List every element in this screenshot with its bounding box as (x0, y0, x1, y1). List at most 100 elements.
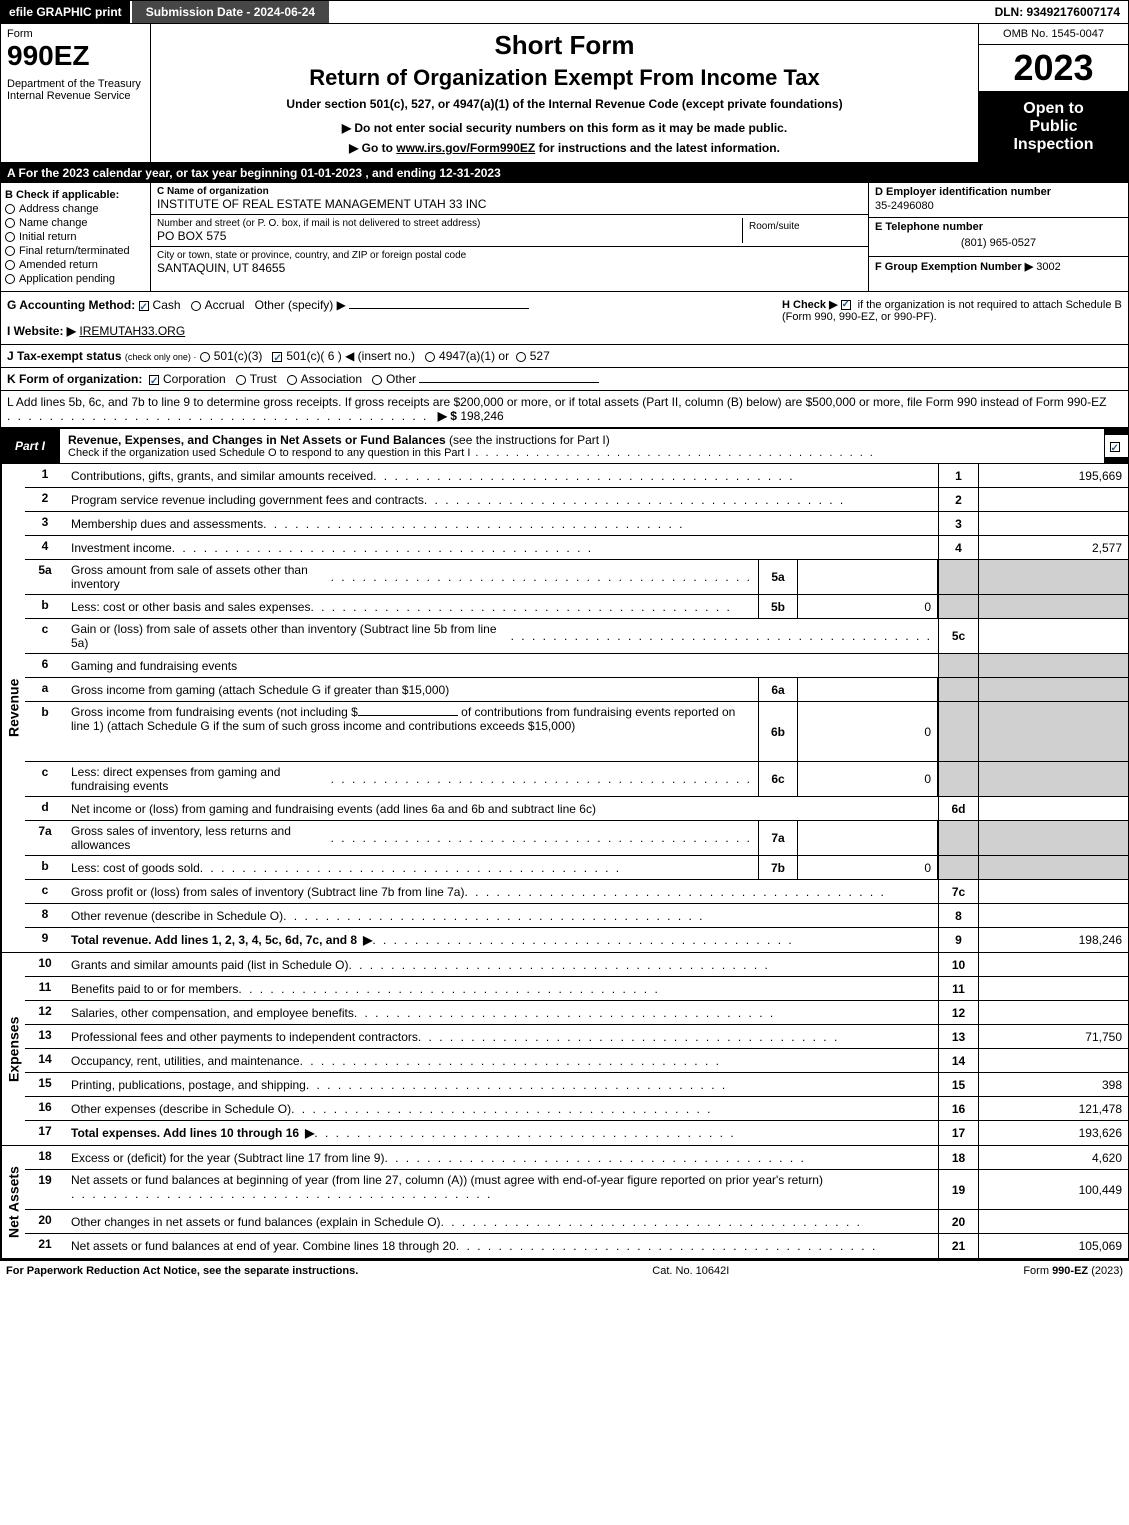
group-exemption-label: F Group Exemption Number ▶ (875, 261, 1033, 273)
ein-value: 35-2496080 (875, 198, 1122, 214)
open-line3: Inspection (983, 136, 1124, 154)
efile-label[interactable]: efile GRAPHIC print (1, 1, 130, 23)
form-label: Form (7, 28, 144, 40)
line-6d: dNet income or (loss) from gaming and fu… (25, 797, 1128, 821)
org-name-value: INSTITUTE OF REAL ESTATE MANAGEMENT UTAH… (157, 197, 862, 211)
part-i-header: Part I Revenue, Expenses, and Changes in… (0, 428, 1129, 464)
chk-4947[interactable] (425, 352, 435, 362)
top-bar: efile GRAPHIC print Submission Date - 20… (0, 0, 1129, 24)
submission-date: Submission Date - 2024-06-24 (132, 1, 329, 23)
line-21: 21Net assets or fund balances at end of … (25, 1234, 1128, 1258)
line-14: 14Occupancy, rent, utilities, and mainte… (25, 1049, 1128, 1073)
row-j: J Tax-exempt status (check only one) · 5… (0, 345, 1129, 368)
chk-527[interactable] (516, 352, 526, 362)
chk-trust[interactable] (236, 375, 246, 385)
chk-address-change[interactable]: Address change (5, 203, 146, 215)
street-value: PO BOX 575 (157, 229, 742, 243)
form-id-block: Form 990EZ Department of the Treasury In… (1, 24, 151, 162)
line-6b: bGross income from fundraising events (n… (25, 702, 1128, 762)
line-7c: cGross profit or (loss) from sales of in… (25, 880, 1128, 904)
goto-prefix: ▶ Go to (349, 141, 396, 155)
line-15: 15Printing, publications, postage, and s… (25, 1073, 1128, 1097)
chk-application-pending[interactable]: Application pending (5, 273, 146, 285)
line-2: 2Program service revenue including gover… (25, 488, 1128, 512)
line-6a: aGross income from gaming (attach Schedu… (25, 678, 1128, 702)
form-number: 990EZ (7, 40, 144, 72)
footer-form-ref: Form 990-EZ (2023) (1023, 1265, 1123, 1277)
irs-link[interactable]: www.irs.gov/Form990EZ (396, 141, 535, 155)
chk-other-org[interactable] (372, 375, 382, 385)
right-header: OMB No. 1545-0047 2023 Open to Public In… (978, 24, 1128, 162)
phone-value: (801) 965-0527 (875, 233, 1122, 253)
part-i-checkbox[interactable] (1104, 435, 1128, 457)
expenses-side-label: Expenses (1, 953, 25, 1145)
col-b-header: B Check if applicable: (5, 189, 146, 201)
part-i-title: Revenue, Expenses, and Changes in Net As… (59, 429, 1104, 463)
page-footer: For Paperwork Reduction Act Notice, see … (0, 1260, 1129, 1281)
city-value: SANTAQUIN, UT 84655 (157, 261, 862, 275)
open-line2: Public (983, 118, 1124, 136)
line-6c: cLess: direct expenses from gaming and f… (25, 762, 1128, 797)
info-grid: B Check if applicable: Address change Na… (0, 183, 1129, 292)
row-a-tax-year: A For the 2023 calendar year, or tax yea… (0, 163, 1129, 183)
revenue-section: Revenue 1Contributions, gifts, grants, a… (0, 464, 1129, 953)
part-i-check-line: Check if the organization used Schedule … (68, 447, 1096, 459)
section-subtitle: Under section 501(c), 527, or 4947(a)(1)… (161, 97, 968, 111)
row-k: K Form of organization: Corporation Trus… (0, 368, 1129, 391)
line-1: 1Contributions, gifts, grants, and simil… (25, 464, 1128, 488)
row-l-value: 198,246 (460, 409, 503, 423)
row-h-label: H Check ▶ (782, 299, 838, 311)
chk-schedule-b[interactable] (841, 300, 851, 310)
group-exemption-cell: F Group Exemption Number ▶ 3002 (869, 257, 1128, 276)
chk-name-change[interactable]: Name change (5, 217, 146, 229)
line-5b: bLess: cost or other basis and sales exp… (25, 595, 1128, 619)
line-12: 12Salaries, other compensation, and empl… (25, 1001, 1128, 1025)
chk-corporation[interactable] (149, 375, 159, 385)
phone-label: E Telephone number (875, 221, 1122, 233)
chk-final-return[interactable]: Final return/terminated (5, 245, 146, 257)
net-assets-section: Net Assets 18Excess or (deficit) for the… (0, 1146, 1129, 1260)
line-9: 9Total revenue. Add lines 1, 2, 3, 4, 5c… (25, 928, 1128, 952)
line-10: 10Grants and similar amounts paid (list … (25, 953, 1128, 977)
revenue-side-label: Revenue (1, 464, 25, 952)
footer-cat-no: Cat. No. 10642I (358, 1265, 1023, 1277)
website-link[interactable]: IREMUTAH33.ORG (79, 324, 185, 338)
group-exemption-value: 3002 (1036, 261, 1060, 273)
line-16: 16Other expenses (describe in Schedule O… (25, 1097, 1128, 1121)
department-label: Department of the Treasury Internal Reve… (7, 78, 144, 102)
street-cell: Number and street (or P. O. box, if mail… (151, 215, 868, 247)
col-de: D Employer identification number 35-2496… (868, 183, 1128, 291)
street-label: Number and street (or P. O. box, if mail… (157, 218, 742, 229)
chk-501c[interactable] (272, 352, 282, 362)
chk-accrual[interactable] (191, 301, 201, 311)
line-11: 11Benefits paid to or for members11 (25, 977, 1128, 1001)
goto-suffix: for instructions and the latest informat… (535, 141, 780, 155)
chk-amended-return[interactable]: Amended return (5, 259, 146, 271)
open-to-public: Open to Public Inspection (979, 92, 1128, 162)
line-17: 17Total expenses. Add lines 10 through 1… (25, 1121, 1128, 1145)
chk-501c3[interactable] (200, 352, 210, 362)
row-i-label: I Website: ▶ (7, 324, 76, 338)
col-c-org-info: C Name of organization INSTITUTE OF REAL… (151, 183, 868, 291)
line-7a: 7aGross sales of inventory, less returns… (25, 821, 1128, 856)
form-header: Form 990EZ Department of the Treasury In… (0, 24, 1129, 163)
accounting-method: G Accounting Method: Cash Accrual Other … (7, 298, 782, 338)
chk-initial-return[interactable]: Initial return (5, 231, 146, 243)
dln-value: DLN: 93492176007174 (987, 1, 1128, 23)
omb-number: OMB No. 1545-0047 (979, 24, 1128, 45)
row-g-label: G Accounting Method: (7, 298, 135, 312)
part-i-tab: Part I (1, 435, 59, 457)
goto-note: ▶ Go to www.irs.gov/Form990EZ for instru… (161, 141, 968, 155)
city-cell: City or town, state or province, country… (151, 247, 868, 278)
chk-association[interactable] (287, 375, 297, 385)
line-5a: 5aGross amount from sale of assets other… (25, 560, 1128, 595)
row-g-h: G Accounting Method: Cash Accrual Other … (0, 292, 1129, 345)
row-l-arrow: ▶ $ (438, 409, 457, 423)
line-5c: cGain or (loss) from sale of assets othe… (25, 619, 1128, 654)
ssn-note: ▶ Do not enter social security numbers o… (161, 121, 968, 135)
col-b-checkboxes: B Check if applicable: Address change Na… (1, 183, 151, 291)
row-j-sub: (check only one) · (125, 352, 197, 362)
expenses-section: Expenses 10Grants and similar amounts pa… (0, 953, 1129, 1146)
org-name-cell: C Name of organization INSTITUTE OF REAL… (151, 183, 868, 215)
chk-cash[interactable] (139, 301, 149, 311)
